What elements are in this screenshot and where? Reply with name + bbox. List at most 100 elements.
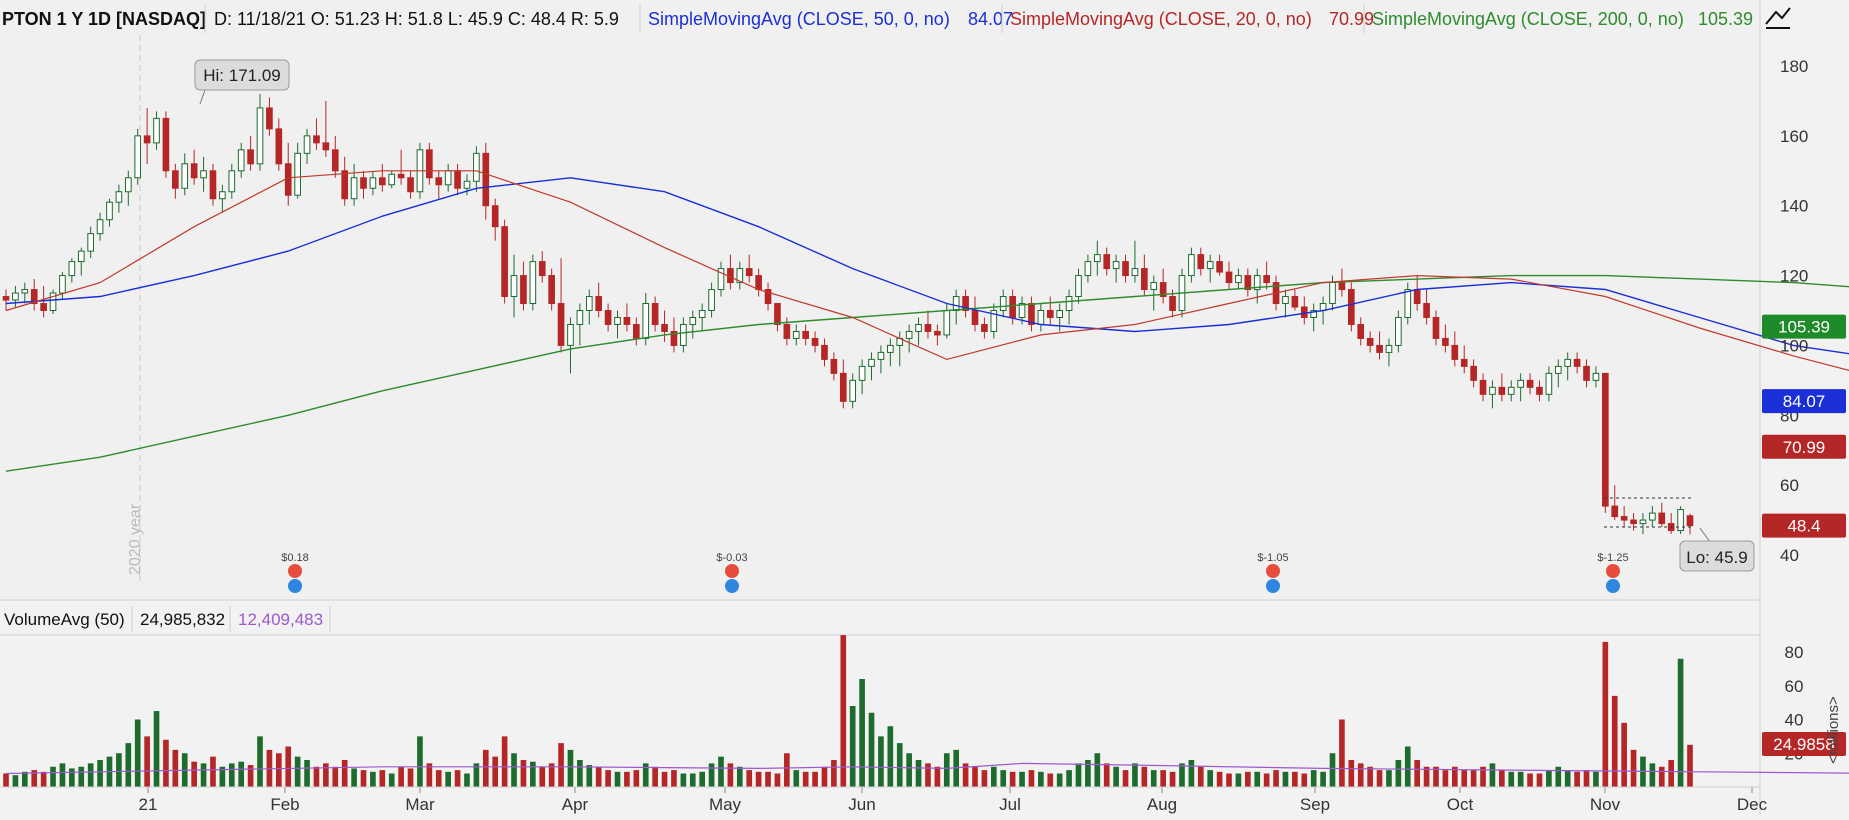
candle-body <box>962 296 969 311</box>
volume-bar <box>69 768 75 787</box>
volume-bar <box>116 753 122 787</box>
candle-body <box>887 344 894 353</box>
earnings-icon[interactable] <box>1606 564 1620 578</box>
volume-bar <box>1273 770 1279 787</box>
dividend-icon[interactable] <box>1606 579 1620 593</box>
price-tick-label: 120 <box>1780 267 1808 286</box>
earnings-icon[interactable] <box>1266 564 1280 578</box>
volume-badge <box>1762 732 1846 756</box>
candle-body <box>1376 344 1383 353</box>
volume-bar <box>586 765 593 787</box>
volume-bar <box>925 763 931 787</box>
candle-body <box>576 310 584 325</box>
candle-body <box>1103 254 1111 270</box>
volume-badge-label: 24.9858 <box>1773 735 1834 754</box>
volume-bar <box>464 773 470 787</box>
sma200-line <box>5 274 1849 472</box>
candle-body <box>1639 519 1647 525</box>
volume-bar <box>332 766 339 787</box>
dividend-icon[interactable] <box>288 579 302 593</box>
volume-bar <box>1451 766 1458 787</box>
volume-bar <box>1602 641 1609 787</box>
volume-bar <box>530 761 536 787</box>
volume-bar <box>1310 770 1317 787</box>
candle-body <box>1188 254 1195 277</box>
candle-body <box>482 152 490 207</box>
volume-bar <box>285 746 292 787</box>
volume-bar <box>1489 763 1496 787</box>
volume-bar <box>445 771 451 787</box>
volume-value: 24,985,832 <box>140 610 225 629</box>
volume-bar <box>614 771 621 787</box>
candle-body <box>764 289 772 305</box>
candle-body <box>1366 337 1374 346</box>
date-tick-label: Sep <box>1300 795 1330 814</box>
earnings-icon[interactable] <box>725 564 739 578</box>
candle-body <box>774 303 781 325</box>
candle-body <box>134 135 142 179</box>
candle-body <box>284 163 292 196</box>
sma50-label: SimpleMovingAvg (CLOSE, 50, 0, no) <box>648 9 950 29</box>
volume-bar <box>1611 695 1618 787</box>
candle-body <box>520 275 527 305</box>
volume-bar <box>144 736 150 787</box>
lo-callout: Lo: 45.9 <box>1679 527 1755 572</box>
volume-bar <box>1414 760 1420 787</box>
price-badge-label: 48.4 <box>1787 517 1820 536</box>
candle-body <box>934 330 941 336</box>
volume-bar <box>1555 766 1562 787</box>
volume-bar <box>784 753 790 787</box>
volume-bar <box>1000 770 1007 787</box>
candle-body <box>821 344 828 360</box>
candle-body <box>1573 358 1581 367</box>
earnings-icon[interactable] <box>288 564 302 578</box>
volume-bar <box>1423 766 1430 787</box>
candle-body <box>981 323 988 332</box>
candle-body <box>1611 505 1619 518</box>
volume-bar <box>831 760 837 787</box>
volume-bar <box>661 771 668 787</box>
volume-bar <box>765 771 771 787</box>
candle-body <box>1658 512 1666 525</box>
volume-bar <box>1075 763 1082 787</box>
volume-bar <box>567 749 574 787</box>
candle-body <box>557 303 565 346</box>
price-tick-label: 100 <box>1780 336 1808 355</box>
candle-body <box>633 323 640 339</box>
volume-bar <box>812 771 818 787</box>
candle-body <box>303 135 311 154</box>
candle-body <box>1630 519 1637 525</box>
price-axis: 406080100120140160180105.3984.0770.9948.… <box>1762 57 1846 565</box>
dividend-icon[interactable] <box>725 579 739 593</box>
candle-body <box>783 323 791 339</box>
volume-bar <box>1517 771 1524 787</box>
candle-body <box>247 149 254 165</box>
candle-body <box>1649 512 1656 521</box>
volume-bar <box>1480 766 1486 787</box>
volume-bar <box>520 760 527 787</box>
candle-body <box>1253 275 1261 291</box>
candle-body <box>1244 275 1252 291</box>
volume-bar <box>1056 773 1063 787</box>
candle-body <box>915 323 922 332</box>
candle-body <box>12 292 19 301</box>
candle-body <box>839 372 847 402</box>
draw-tool-icon[interactable] <box>1762 4 1792 34</box>
volume-bar <box>78 766 85 787</box>
volume-bar <box>1395 760 1402 787</box>
volume-bar <box>605 770 611 787</box>
candle-body <box>1065 296 1073 311</box>
candle-body <box>1235 275 1242 284</box>
hi-callout: Hi: 171.09 <box>194 59 290 105</box>
volume-bar <box>1348 760 1355 787</box>
volume-bar <box>1047 773 1054 787</box>
candle-body <box>1413 289 1421 305</box>
candle-body <box>200 170 207 179</box>
dividend-icon[interactable] <box>1266 579 1280 593</box>
earnings-label: $-1.25 <box>1597 552 1628 564</box>
volume-bar <box>370 771 376 787</box>
volume-bar <box>1339 719 1345 787</box>
candle-body <box>1263 275 1270 284</box>
sma50-line <box>5 177 1849 355</box>
